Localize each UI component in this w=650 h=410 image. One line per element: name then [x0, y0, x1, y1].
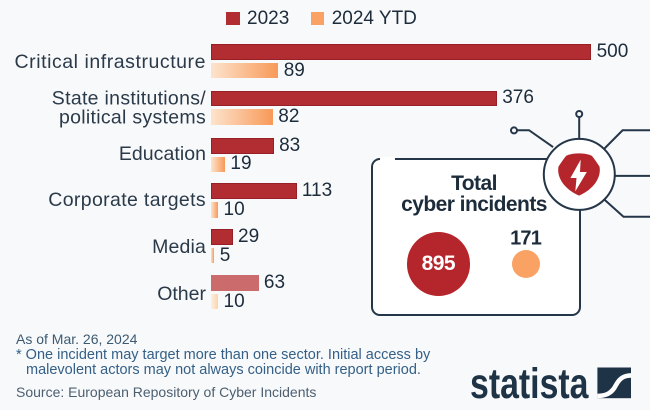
svg-text:statista: statista [470, 360, 589, 405]
